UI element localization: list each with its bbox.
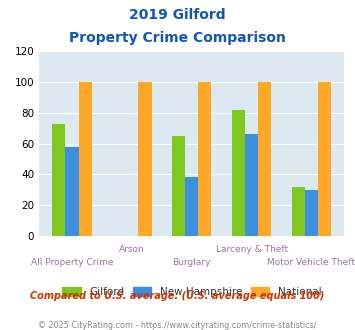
Bar: [185, 178, 198, 236]
Bar: [172, 136, 185, 236]
Bar: [198, 82, 212, 236]
Text: Arson: Arson: [119, 245, 145, 254]
Text: Property Crime Comparison: Property Crime Comparison: [69, 31, 286, 45]
Bar: [305, 190, 318, 236]
Text: © 2025 CityRating.com - https://www.cityrating.com/crime-statistics/: © 2025 CityRating.com - https://www.city…: [38, 321, 317, 330]
Bar: [258, 82, 271, 236]
Text: Burglary: Burglary: [173, 258, 211, 267]
Text: All Property Crime: All Property Crime: [31, 258, 113, 267]
Bar: [52, 123, 65, 236]
Bar: [318, 82, 331, 236]
Text: 2019 Gilford: 2019 Gilford: [129, 8, 226, 22]
Bar: [292, 187, 305, 236]
Bar: [78, 82, 92, 236]
Text: Larceny & Theft: Larceny & Theft: [215, 245, 288, 254]
Text: Motor Vehicle Theft: Motor Vehicle Theft: [267, 258, 355, 267]
Bar: [245, 134, 258, 236]
Bar: [65, 147, 78, 236]
Bar: [138, 82, 152, 236]
Legend: Gilford, New Hampshire, National: Gilford, New Hampshire, National: [58, 282, 326, 301]
Bar: [232, 110, 245, 236]
Text: Compared to U.S. average. (U.S. average equals 100): Compared to U.S. average. (U.S. average …: [30, 291, 325, 301]
